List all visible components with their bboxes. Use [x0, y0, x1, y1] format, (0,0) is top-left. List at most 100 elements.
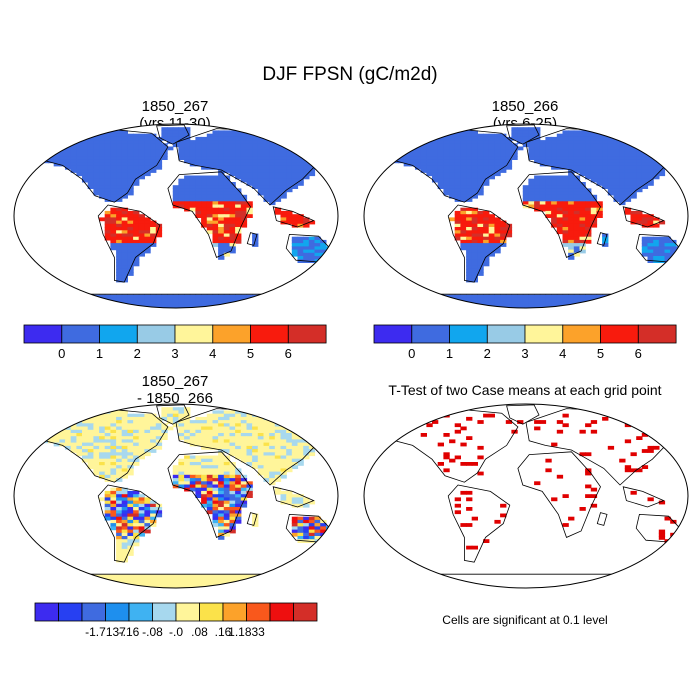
map-cell: [133, 294, 140, 299]
map-cell: [303, 153, 310, 157]
map-cell: [437, 442, 444, 447]
map-cell: [274, 449, 282, 453]
map-cell: [257, 449, 265, 453]
map-cell: [178, 410, 185, 415]
map-cell: [263, 478, 270, 482]
map-cell: [138, 153, 145, 157]
map-cell: [477, 239, 484, 244]
map-cell: [201, 468, 208, 473]
map-cell: [133, 133, 140, 138]
map-cell: [212, 146, 219, 151]
map-cell: [150, 510, 157, 515]
map-cell: [286, 210, 293, 215]
map-cell: [93, 429, 100, 434]
map-cell: [235, 230, 242, 235]
map-cell: [184, 153, 191, 157]
map-cell: [201, 210, 208, 215]
map-cell: [150, 236, 157, 241]
map-cell: [240, 223, 248, 228]
map-cell: [161, 416, 168, 421]
map-cell: [426, 297, 433, 302]
map-cell: [286, 153, 293, 157]
map-cell: [127, 455, 134, 460]
map-cell: [286, 162, 293, 167]
map-cell: [240, 294, 248, 299]
map-cell: [280, 439, 287, 444]
map-cell: [206, 133, 214, 138]
map-cell: [116, 249, 123, 254]
map-cell: [201, 503, 208, 508]
map-cell: [201, 420, 208, 424]
map-cell: [184, 468, 191, 473]
map-cell: [138, 223, 145, 228]
map-cell: [274, 162, 282, 167]
map-cell: [460, 143, 467, 148]
map-cell: [212, 182, 219, 186]
map-cell: [658, 220, 666, 225]
map-cell: [539, 188, 547, 193]
map-cell: [223, 307, 231, 308]
map-cell: [138, 436, 145, 440]
map-cell: [263, 133, 270, 138]
map-cell: [127, 159, 134, 164]
map-cell: [257, 455, 265, 460]
map-cell: [619, 133, 626, 138]
map-cell: [87, 182, 94, 186]
map-cell: [494, 233, 501, 238]
map-cell: [99, 191, 106, 196]
map-cell: [314, 426, 321, 431]
map-cell: [229, 507, 236, 511]
map-cell: [104, 294, 111, 299]
map-cell: [488, 172, 495, 177]
map-cell: [454, 227, 461, 231]
map-cell: [161, 153, 168, 157]
map-cell: [607, 301, 615, 305]
map-cell: [93, 188, 100, 193]
map-cell: [133, 210, 140, 215]
panel3-title-line1: 1850_267: [141, 373, 209, 390]
map-cell: [189, 204, 197, 209]
map-cell: [110, 436, 117, 440]
map-cell: [573, 223, 581, 228]
map-cell: [127, 413, 134, 418]
map-cell: [303, 416, 310, 421]
map-cell: [218, 500, 225, 505]
map-cell: [420, 169, 427, 173]
map-cell: [630, 194, 637, 199]
map-cell: [93, 162, 100, 167]
map-cell: [235, 133, 242, 138]
map-cell: [647, 445, 654, 450]
colorbar-panel1-label: 4: [209, 346, 216, 361]
map-cell: [161, 436, 168, 440]
map-cell: [218, 510, 225, 515]
map-cell: [488, 149, 495, 154]
map-cell: [206, 194, 214, 199]
map-cell: [432, 294, 439, 299]
map-cell: [653, 136, 660, 141]
map-cell: [121, 169, 128, 173]
map-cell: [274, 577, 282, 582]
map-cell: [116, 233, 123, 238]
map-cell: [201, 223, 208, 228]
map-cell: [641, 169, 649, 173]
map-cell: [127, 233, 134, 238]
map-cell: [150, 577, 157, 582]
map-cell: [590, 217, 598, 222]
map-cell: [477, 268, 484, 273]
map-cell: [636, 217, 643, 222]
map-cell: [658, 536, 666, 540]
map-cell: [522, 301, 530, 305]
map-cell: [218, 519, 225, 524]
map-cell: [218, 478, 225, 482]
map-cell: [320, 426, 327, 431]
map-cell: [269, 143, 276, 148]
map-cell: [212, 243, 219, 247]
map-cell: [579, 146, 586, 151]
map-cell: [291, 246, 299, 251]
map-cell: [240, 153, 248, 157]
map-cell: [432, 140, 439, 144]
map-cell: [636, 175, 643, 180]
map-cell: [206, 185, 214, 189]
map-cell: [269, 162, 276, 167]
